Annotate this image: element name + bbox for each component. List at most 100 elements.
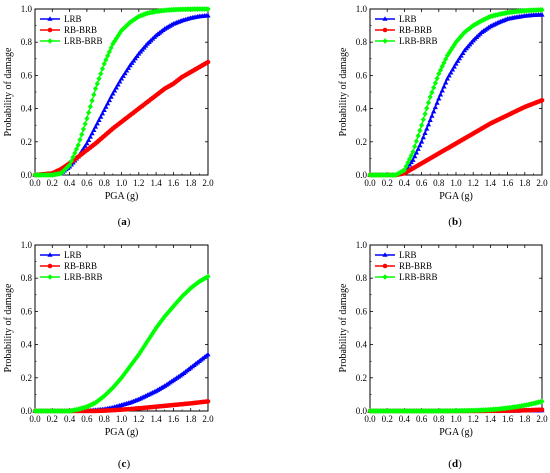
data-point: [98, 395, 104, 402]
data-point: [441, 59, 447, 66]
data-point: [420, 116, 426, 123]
data-point: [120, 73, 126, 78]
data-point: [141, 343, 147, 350]
legend-marker: [47, 263, 53, 269]
data-point: [456, 55, 463, 61]
series-rb-brb: [32, 59, 211, 178]
data-point: [451, 63, 457, 69]
data-point: [462, 29, 468, 36]
data-point: [172, 301, 178, 308]
panel-caption: (a): [118, 216, 131, 228]
data-point: [94, 80, 100, 87]
data-point: [82, 121, 88, 127]
data-point: [458, 33, 464, 40]
data-point: [393, 172, 399, 178]
x-axis-title: PGA (g): [439, 191, 473, 202]
series-lrb: [367, 12, 545, 177]
data-point: [419, 122, 425, 128]
data-point: [424, 105, 430, 112]
x-tick-label: 2.0: [202, 178, 214, 188]
data-point: [410, 148, 416, 155]
x-tick-label: 0.4: [64, 414, 76, 424]
y-tick-label: 0.8: [356, 273, 368, 283]
y-tick-label: 1.0: [356, 4, 368, 14]
data-point: [82, 143, 88, 148]
data-point: [98, 70, 104, 77]
y-tick-label: 0.0: [21, 406, 33, 416]
x-tick-label: 1.6: [168, 414, 180, 424]
plot-frame: [369, 8, 543, 176]
x-tick-label: 0.2: [47, 414, 58, 424]
data-point: [422, 130, 428, 135]
data-point: [91, 127, 97, 132]
y-tick-label: 0.6: [356, 306, 368, 316]
data-point: [439, 87, 445, 93]
legend-marker: [47, 16, 53, 21]
data-point: [92, 399, 99, 406]
data-point: [125, 65, 132, 70]
data-point: [410, 157, 416, 162]
data-point: [108, 45, 114, 51]
data-point: [94, 398, 100, 405]
data-point: [451, 42, 457, 48]
data-point: [129, 60, 135, 65]
legend-marker: [382, 274, 388, 280]
data-point: [92, 85, 99, 92]
series-lrb: [32, 12, 211, 177]
data-point: [91, 91, 97, 98]
x-tick-label: 0.8: [99, 178, 111, 188]
data-point: [122, 370, 128, 376]
data-point: [425, 99, 432, 106]
series-rb-brb: [367, 98, 545, 178]
data-point: [401, 167, 407, 173]
x-tick-label: 0.0: [29, 414, 41, 424]
data-point: [127, 19, 133, 26]
data-point: [160, 315, 166, 322]
data-point: [429, 113, 435, 118]
data-point: [99, 110, 106, 116]
data-point: [431, 108, 437, 114]
data-point: [434, 75, 440, 82]
data-point: [182, 290, 189, 296]
legend-label: LRB: [64, 14, 82, 24]
data-point: [539, 12, 545, 17]
y-tick-label: 0.6: [21, 70, 33, 80]
data-point: [105, 100, 111, 106]
y-tick-label: 0.8: [21, 37, 33, 47]
data-point: [87, 134, 93, 139]
y-tick-label: 0.0: [356, 406, 368, 416]
data-point: [467, 25, 473, 32]
data-point: [111, 382, 118, 389]
data-point: [96, 75, 102, 82]
data-point: [110, 90, 116, 96]
data-point: [127, 62, 133, 68]
data-point: [205, 59, 211, 65]
x-axis-title: PGA (g): [105, 191, 139, 202]
data-point: [89, 97, 95, 104]
data-point: [118, 375, 125, 381]
data-point: [117, 78, 123, 84]
data-point: [470, 22, 476, 29]
data-point: [96, 117, 102, 123]
y-axis-title: Probability of damage: [338, 283, 349, 372]
data-point: [439, 63, 445, 70]
data-point: [106, 388, 112, 394]
panel-caption: (d): [448, 458, 462, 470]
data-point: [448, 47, 454, 53]
data-point: [118, 27, 125, 34]
x-tick-label: 1.6: [502, 178, 514, 188]
series-line: [370, 9, 543, 176]
data-point: [86, 109, 92, 116]
data-point: [427, 117, 433, 123]
data-point: [124, 67, 130, 73]
data-point: [151, 327, 157, 334]
data-point: [443, 79, 449, 85]
data-point: [132, 356, 138, 363]
x-tick-label: 1.4: [150, 414, 162, 424]
data-point: [125, 21, 132, 27]
data-point: [110, 384, 116, 391]
x-tick-label: 2.0: [536, 178, 548, 188]
data-point: [70, 154, 76, 160]
legend-marker: [47, 252, 53, 257]
